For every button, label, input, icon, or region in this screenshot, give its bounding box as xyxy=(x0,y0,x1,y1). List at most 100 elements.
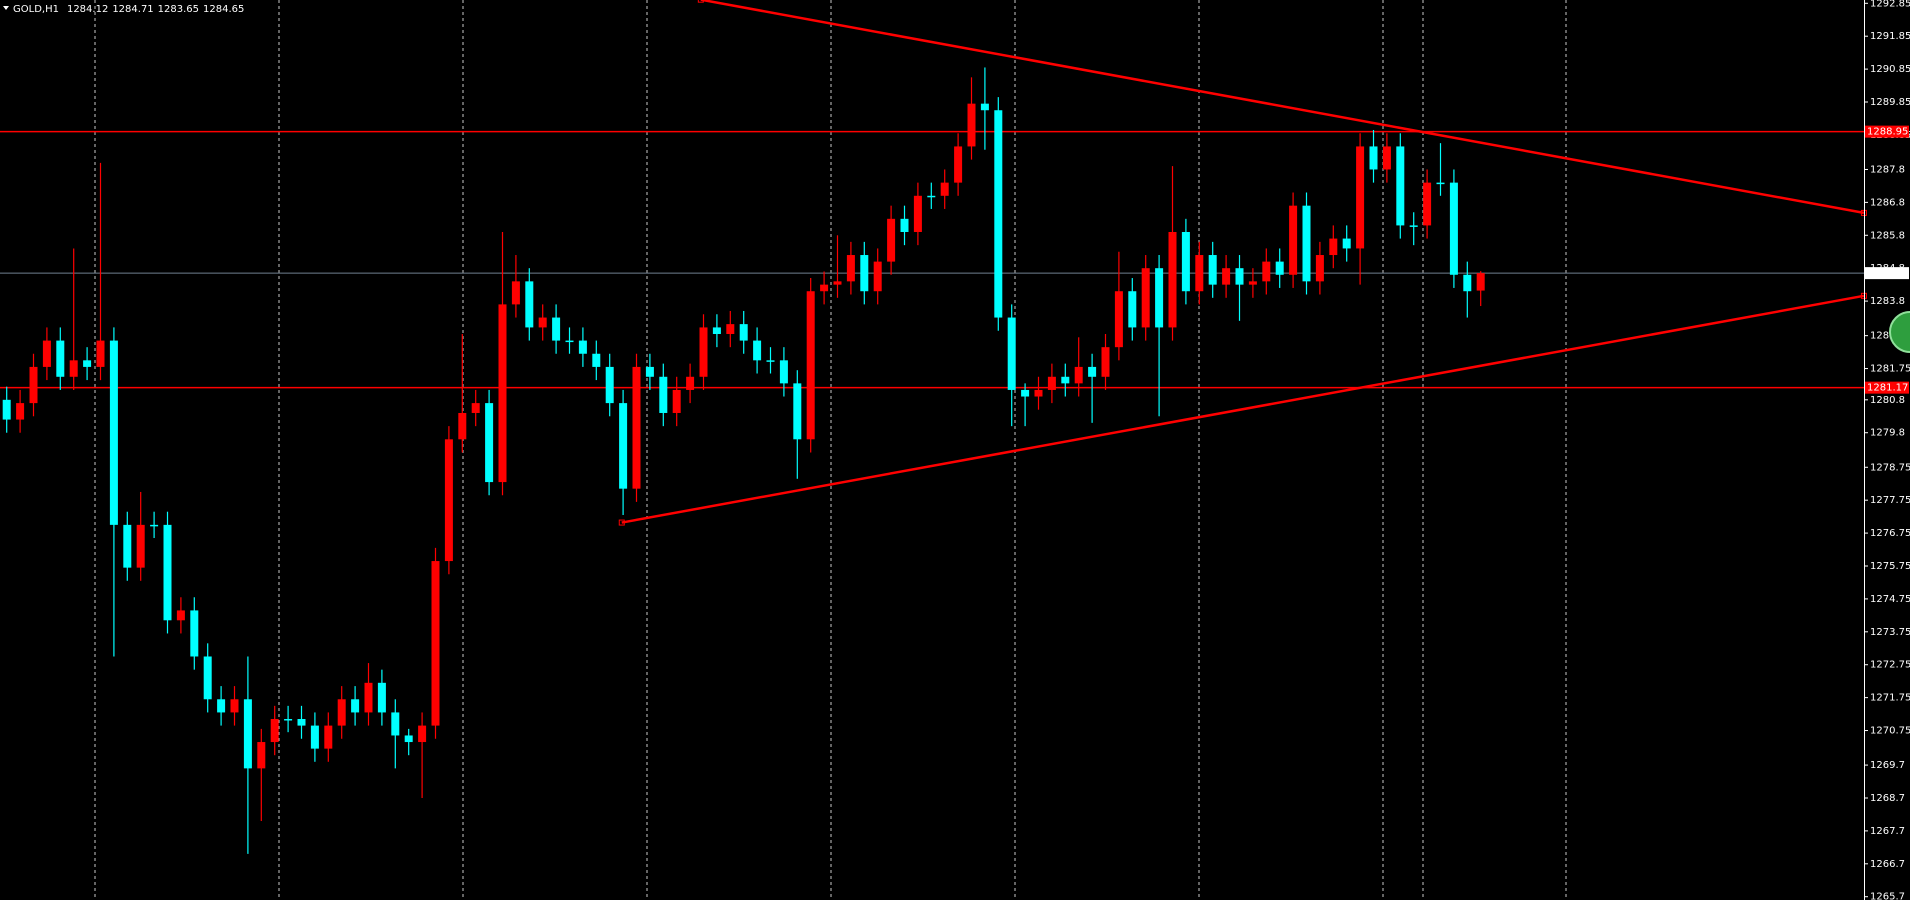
candle-body xyxy=(1356,146,1365,249)
candle-body xyxy=(83,360,92,367)
candle-body xyxy=(2,399,11,420)
candle-body xyxy=(377,682,386,713)
level-tag xyxy=(1865,125,1909,138)
y-tick-label: 1286.8 xyxy=(1870,197,1905,208)
candle-body xyxy=(779,360,788,384)
candle-body xyxy=(270,719,279,743)
level-label: 1288.95 xyxy=(1867,127,1908,138)
candle-body xyxy=(605,366,614,404)
y-tick-label: 1280.8 xyxy=(1870,395,1905,406)
trendline-anchor xyxy=(618,519,625,526)
candle-body xyxy=(123,524,132,568)
candle-body xyxy=(538,317,547,328)
candle-body xyxy=(458,412,467,440)
candle-body xyxy=(1476,273,1485,291)
candle-body xyxy=(900,218,909,232)
header-high: 1284.71 xyxy=(112,4,153,15)
y-tick-label: 1292.85 xyxy=(1870,0,1910,9)
candle-body xyxy=(699,327,708,377)
candle-body xyxy=(324,725,333,749)
candle-body xyxy=(913,195,922,232)
candle-body xyxy=(297,719,306,726)
candle-body xyxy=(954,146,963,183)
candle-body xyxy=(793,383,802,440)
y-tick-label: 1274.75 xyxy=(1870,594,1910,605)
candle-body xyxy=(56,340,65,377)
header-arrow xyxy=(3,6,9,10)
candle-body xyxy=(257,742,266,769)
candle-body xyxy=(967,103,976,147)
candle-body xyxy=(1222,268,1231,285)
trendline xyxy=(621,294,1865,524)
candle-body xyxy=(927,195,936,198)
trendline-anchor xyxy=(1860,209,1867,216)
level-tag xyxy=(1865,381,1909,394)
candle-body xyxy=(1463,274,1472,292)
candle-body xyxy=(525,281,534,328)
candle-body xyxy=(1342,238,1351,249)
candle-body xyxy=(632,366,641,489)
candle-body xyxy=(873,261,882,292)
candle-body xyxy=(1155,268,1164,328)
y-tick-label: 1289.85 xyxy=(1870,97,1910,108)
candle-body xyxy=(833,281,842,285)
trade-badge[interactable] xyxy=(1889,311,1910,353)
candle-body xyxy=(820,284,829,292)
candle-body xyxy=(243,699,252,769)
candle-body xyxy=(1289,205,1298,275)
y-tick-label: 1276.75 xyxy=(1870,528,1910,539)
candle-body xyxy=(1449,182,1458,275)
header-text: GOLD,H1 1284.12 1284.71 1283.65 1284.65 xyxy=(13,4,244,15)
candle-body xyxy=(659,376,668,413)
y-tick-label: 1271.75 xyxy=(1870,693,1910,704)
candle-body xyxy=(284,719,293,721)
candle-body xyxy=(364,682,373,713)
candle-body xyxy=(1302,205,1311,282)
candle-body xyxy=(230,699,239,713)
candle-body xyxy=(686,376,695,390)
candle-body xyxy=(310,725,319,749)
candle-body xyxy=(150,524,159,527)
price-axis: 1292.851291.851290.851289.851288.851287.… xyxy=(1864,0,1910,900)
candle-body xyxy=(16,403,25,420)
candle-body xyxy=(1275,261,1284,275)
candle-body xyxy=(1021,389,1030,397)
candle-body xyxy=(1074,366,1083,384)
candle-body xyxy=(69,360,78,377)
candle-body xyxy=(766,360,775,362)
bid-tag xyxy=(1865,267,1909,280)
candle-body xyxy=(1128,291,1137,328)
candle-body xyxy=(176,610,185,621)
candle-body xyxy=(994,110,1003,318)
y-tick-label: 1290.85 xyxy=(1870,64,1910,75)
y-tick-label: 1272.75 xyxy=(1870,660,1910,671)
candle-body xyxy=(1114,291,1123,348)
header: GOLD,H1 1284.12 1284.71 1283.65 1284.65 xyxy=(3,4,244,15)
candle-body xyxy=(672,389,681,413)
candle-body xyxy=(552,317,561,341)
candle-body xyxy=(190,610,199,657)
candle-body xyxy=(980,103,989,111)
y-tick-label: 1281.75 xyxy=(1870,364,1910,375)
candle-body xyxy=(1088,366,1097,377)
candle-body xyxy=(712,327,721,335)
candle-body xyxy=(1235,268,1244,285)
y-tick-label: 1283.8 xyxy=(1870,296,1905,307)
candle-body xyxy=(1047,376,1056,390)
candle-body xyxy=(726,324,735,335)
candle-body xyxy=(940,182,949,196)
y-tick-label: 1275.75 xyxy=(1870,561,1910,572)
candle-body xyxy=(860,255,869,292)
y-tick-label: 1268.7 xyxy=(1870,793,1905,804)
candle-body xyxy=(136,524,145,568)
candle-body xyxy=(1181,231,1190,292)
candle-body xyxy=(1168,231,1177,328)
trendline-anchor xyxy=(697,0,704,3)
candle-body xyxy=(739,324,748,341)
candle-body xyxy=(1423,182,1432,226)
candle-body xyxy=(337,699,346,726)
level-label: 1281.17 xyxy=(1867,383,1908,394)
candle-body xyxy=(565,340,574,343)
y-tick-label: 1265.7 xyxy=(1870,892,1905,900)
